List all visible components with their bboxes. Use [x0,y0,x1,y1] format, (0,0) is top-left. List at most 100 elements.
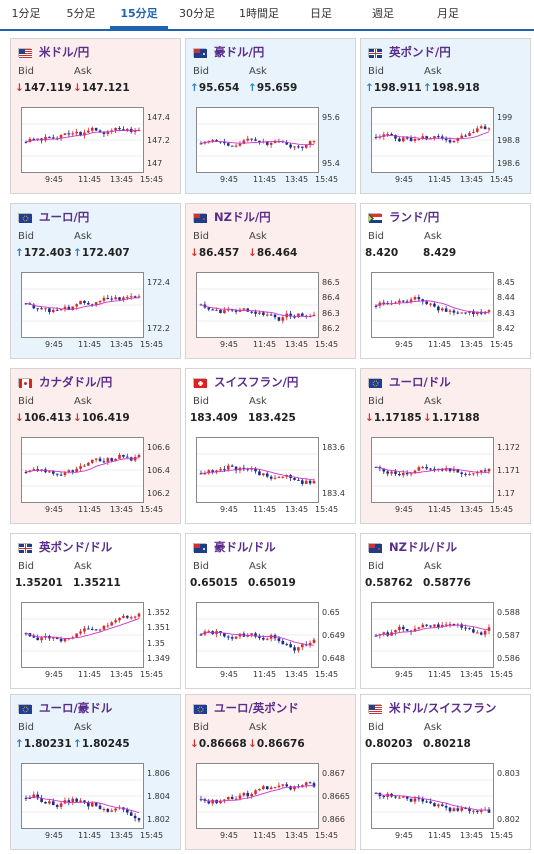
pair-title[interactable]: 米ドル/円 [39,45,90,59]
candle-body [254,633,257,637]
candle-body [75,304,78,307]
rate-card[interactable]: NZドル/ドル Bid Ask 0.58762 0.58776 0.588 0.587 0.5… [360,533,531,689]
x-axis: 9:45 11:45 13:45 15:45 [196,340,338,352]
candle-body [394,630,397,633]
tab-5[interactable]: 日足 [310,7,332,20]
y-axis: 95.6 95.4 [322,107,357,173]
x-tick: 15:45 [490,670,514,679]
bid-value: ↓1.17185 [365,412,422,424]
tab-1[interactable]: 5分足 [66,7,96,20]
rate-card[interactable]: 豪ドル/円 Bid Ask ↑95.654 ↑95.659 95.6 95.4 9:45 11:… [185,38,356,194]
mini-chart[interactable] [371,107,494,173]
candle-body [226,309,230,311]
x-tick: 13:45 [285,175,309,184]
candle-body [483,126,487,130]
tab-0[interactable]: 1分足 [11,7,41,20]
pair-title[interactable]: スイスフラン/円 [214,375,299,389]
pair-title[interactable]: ユーロ/豪ドル [39,701,113,715]
mini-chart[interactable] [21,272,144,338]
tab-7[interactable]: 月足 [437,7,459,20]
candle-body [452,468,456,472]
candle-body [75,131,78,134]
rate-card[interactable]: 米ドル/スイスフラン Bid Ask 0.80203 0.80218 0.803 0.802… [360,694,531,850]
pair-title[interactable]: 米ドル/スイスフラン [389,701,497,715]
y-tick: 86.5 [322,278,340,287]
moving-average-line [200,304,315,317]
tab-2[interactable]: 15分足 [110,0,168,29]
candle-body [472,311,475,315]
candle-body [59,135,63,139]
mini-chart[interactable] [21,763,144,829]
candle-body [226,636,230,638]
mini-chart[interactable] [196,437,319,503]
candle-body [429,625,432,627]
rate-card[interactable]: ユーロ/ドル Bid Ask ↓1.17185 ↓1.17188 1.172 1.171 1.… [360,368,531,524]
moving-average-line [25,457,140,473]
mini-chart[interactable] [196,107,319,173]
pair-title[interactable]: NZドル/ドル [389,540,458,554]
mini-chart[interactable] [196,272,319,338]
candle-body [277,638,281,641]
rate-card[interactable]: カナダドル/円 Bid Ask ↓106.413 ↓106.419 106.6 106.4 1… [10,368,181,524]
pair-title[interactable]: 豪ドル/ドル [214,540,276,554]
candle-body [51,637,55,639]
rate-card[interactable]: 米ドル/円 Bid Ask ↓147.119 ↓147.121 147.4 147.2 147… [10,38,181,194]
ask-value: ↑1.80245 [73,738,130,750]
candle-body [476,472,479,474]
mini-chart[interactable] [21,602,144,668]
mini-chart[interactable] [371,602,494,668]
rate-card[interactable]: 英ポンド/ドル Bid Ask 1.35201 1.35211 1.352 1.351 1.3… [10,533,181,689]
rate-card[interactable]: ユーロ/円 Bid Ask ↑172.403 ↑172.407 172.4 172.2 9:4… [10,203,181,359]
candle-body [401,626,405,630]
mini-chart[interactable] [21,437,144,503]
pair-title[interactable]: 豪ドル/円 [214,45,265,59]
rate-card[interactable]: ランド/円 Bid Ask 8.420 8.429 8.45 8.44 8.43 8.42 9:4… [360,203,531,359]
candle-body [122,297,125,300]
candle-body [32,794,36,799]
pair-title[interactable]: ランド/円 [389,210,440,224]
pair-title[interactable]: ユーロ/円 [39,210,90,224]
candle-body [250,138,253,140]
pair-title[interactable]: 英ポンド/ドル [39,540,113,554]
x-tick: 9:45 [45,505,63,514]
tab-4[interactable]: 1時間足 [239,7,279,20]
candle-body [203,473,207,475]
candle-body [122,615,125,618]
mini-chart[interactable] [371,437,494,503]
candle-body [448,310,452,312]
mini-chart[interactable] [196,763,319,829]
candle-body [468,628,471,630]
candle-body [126,456,129,458]
tab-3[interactable]: 30分足 [179,7,215,20]
rate-card[interactable]: NZドル/円 Bid Ask ↓86.457 ↓86.464 86.5 86.4 86.3 86… [185,203,356,359]
pair-title[interactable]: ユーロ/ドル [389,375,451,389]
mini-chart[interactable] [371,763,494,829]
mini-chart[interactable] [196,602,319,668]
candle-body [444,806,448,808]
candle-body [226,796,230,800]
mini-chart[interactable] [21,107,144,173]
rate-card[interactable]: 英ポンド/円 Bid Ask ↑198.911 ↑198.918 199 198.8 198.… [360,38,531,194]
candle-body [425,301,428,304]
tab-6[interactable]: 週足 [372,7,394,20]
candle-body [382,468,386,472]
mini-chart[interactable] [371,272,494,338]
bid-label: Bid [193,561,209,572]
candle-body [114,297,117,300]
candle-body [468,808,471,812]
rate-card[interactable]: 豪ドル/ドル Bid Ask 0.65015 0.65019 0.65 0.649 0.648… [185,533,356,689]
candle-body [98,629,102,631]
rate-card[interactable]: スイスフラン/円 Bid Ask 183.409 183.425 183.6 183.4 9:… [185,368,356,524]
x-tick: 11:45 [428,175,452,184]
pair-title[interactable]: 英ポンド/円 [389,45,451,59]
pair-title[interactable]: ユーロ/英ポンド [214,701,299,715]
ask-value: 183.425 [248,412,296,424]
y-tick: 1.171 [497,466,520,475]
rate-card[interactable]: ユーロ/豪ドル Bid Ask ↑1.80231 ↑1.80245 1.806 1.804 1… [10,694,181,850]
pair-title[interactable]: NZドル/円 [214,210,271,224]
x-tick: 15:45 [315,505,339,514]
candle-body [448,623,452,625]
bid-value: ↑172.403 [15,247,72,259]
pair-title[interactable]: カナダドル/円 [39,375,113,389]
rate-card[interactable]: ユーロ/英ポンド Bid Ask ↓0.86668 ↓0.86676 0.867 0.866… [185,694,356,850]
